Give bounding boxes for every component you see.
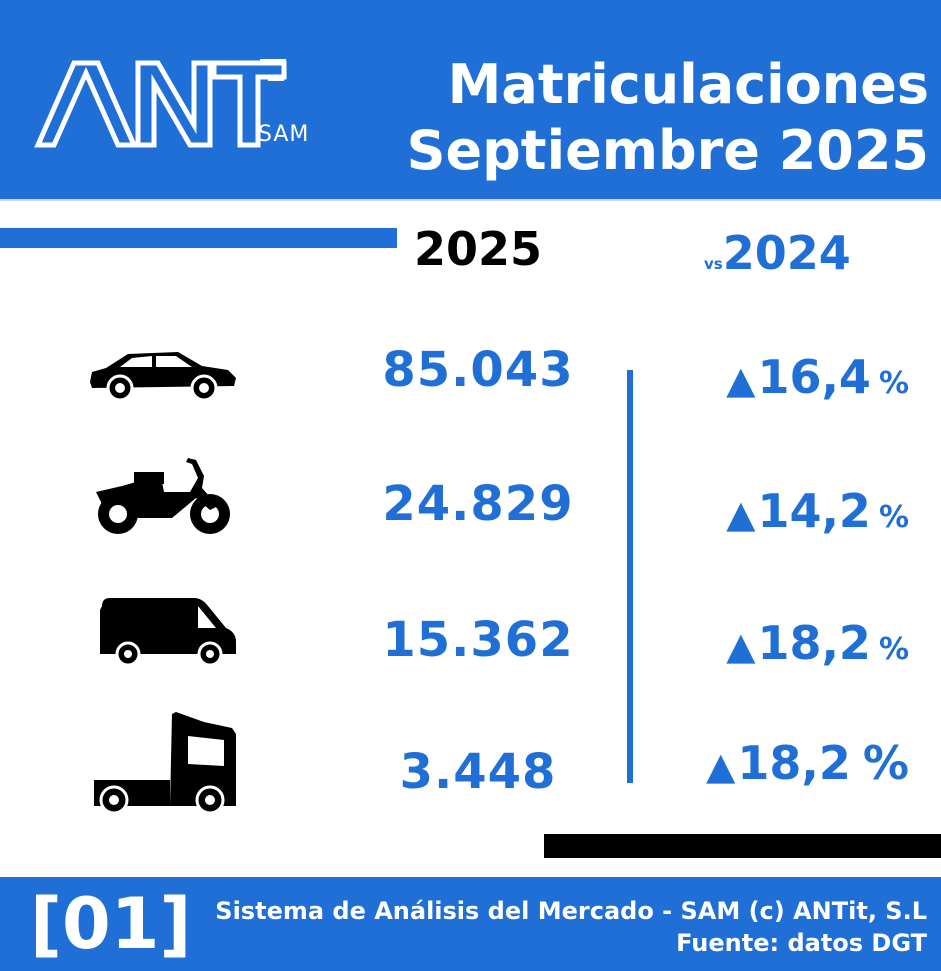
compare-year: 2024 [722,226,851,280]
change-value: 16,4 [757,350,871,404]
percent-unit: % [878,632,909,667]
value-motorcycles: 24.829 [382,476,574,532]
truck-icon [94,712,236,814]
motorcycle-icon [96,458,230,534]
column-divider [627,370,633,783]
header-banner: SAM Matriculaciones Septiembre 2025 [0,0,941,201]
percent-unit: % [878,366,909,401]
current-year-header: 2025 [413,222,543,276]
value-trucks: 3.448 [399,744,557,800]
footer-line-2: Fuente: datos DGT [676,929,927,957]
change-value: 14,2 [757,484,871,538]
slide-code: [01] [30,883,192,965]
change-trucks: ▲18,2% [706,736,909,790]
value-cars: 85.043 [382,342,574,398]
row-motorcycles: 24.829 ▲14,2% [0,452,941,562]
up-arrow-icon: ▲ [726,358,756,402]
compare-year-header: vs2024 [704,226,851,280]
accent-bar-bottom [544,834,941,858]
change-vans: ▲18,2% [726,616,909,670]
compare-prefix: vs [704,255,723,273]
change-value: 18,2 [737,736,851,790]
van-icon [100,598,236,667]
percent-unit: % [878,500,909,535]
up-arrow-icon: ▲ [726,624,756,668]
logo-sam-label: SAM [258,122,310,147]
change-value: 18,2 [757,616,871,670]
footer-credits: Sistema de Análisis del Mercado - SAM (c… [215,895,927,959]
row-cars: 85.043 ▲16,4% [0,320,941,430]
title-line-1: Matriculaciones [447,53,929,116]
car-icon [90,352,236,402]
change-motorcycles: ▲14,2% [726,484,909,538]
up-arrow-icon: ▲ [706,744,736,788]
title-line-2: Septiembre 2025 [406,119,929,182]
percent-unit: % [862,736,909,790]
ant-logo-icon [34,59,287,148]
up-arrow-icon: ▲ [726,492,756,536]
value-vans: 15.362 [382,612,574,668]
row-trucks: 3.448 ▲18,2% [0,700,941,814]
change-cars: ▲16,4% [726,350,909,404]
accent-bar-top [0,228,397,248]
row-vans: 15.362 ▲18,2% [0,582,941,692]
page-title: Matriculaciones Septiembre 2025 [407,52,929,184]
footer-line-1: Sistema de Análisis del Mercado - SAM (c… [215,897,927,925]
footer-banner: [01] Sistema de Análisis del Mercado - S… [0,877,941,971]
